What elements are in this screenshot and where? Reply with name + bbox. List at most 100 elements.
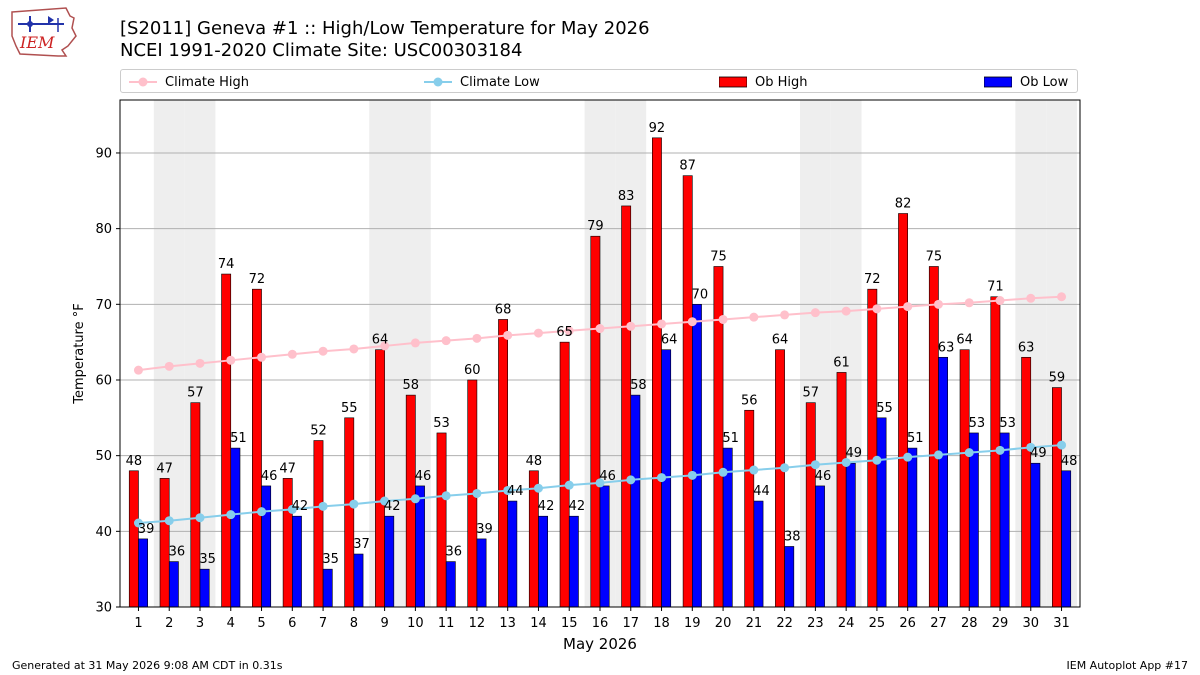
bar-ob-high — [652, 137, 662, 608]
climate-high-point — [533, 328, 543, 338]
climate-low-point — [841, 457, 851, 467]
climate-low-point — [287, 504, 297, 514]
ob-high-label: 53 — [433, 416, 450, 431]
climate-low-point — [472, 488, 482, 498]
ob-high-label: 74 — [218, 257, 235, 272]
bar-ob-high — [128, 470, 139, 608]
x-tick-label: 9 — [380, 616, 388, 631]
climate-low-swatch — [424, 77, 452, 87]
x-tick-label: 11 — [438, 616, 455, 631]
x-tick-label: 20 — [715, 616, 732, 631]
climate-high-point — [595, 324, 605, 334]
bar-ob-high — [159, 478, 170, 608]
bar-ob-low — [507, 500, 518, 608]
bar-ob-low — [907, 447, 918, 608]
bar-ob-high — [252, 288, 262, 608]
legend-label: Ob High — [755, 74, 808, 90]
legend-item-climate-high: Climate High — [129, 73, 249, 91]
climate-high-point — [657, 319, 667, 329]
ob-low-label: 39 — [138, 522, 155, 537]
ob-high-label: 82 — [895, 197, 912, 212]
bar-ob-high — [1021, 356, 1032, 608]
ob-high-label: 57 — [187, 386, 204, 401]
climate-low-point — [657, 473, 667, 483]
climate-low-point — [995, 445, 1005, 455]
ob-high-label: 79 — [587, 219, 604, 234]
x-tick-label: 22 — [776, 616, 793, 631]
bar-ob-high — [867, 288, 878, 608]
ob-high-label: 72 — [249, 272, 266, 287]
ob-low-label: 64 — [661, 333, 678, 348]
x-tick-label: 12 — [469, 616, 486, 631]
x-tick-label: 24 — [838, 616, 855, 631]
climate-low-point — [595, 478, 605, 488]
chart-title: [S2011] Geneva #1 :: High/Low Temperatur… — [120, 18, 650, 39]
climate-low-point — [226, 510, 236, 520]
x-axis-label: May 2026 — [563, 635, 637, 653]
x-tick-label: 25 — [869, 616, 886, 631]
ob-high-label: 63 — [1018, 340, 1035, 355]
climate-high-point — [349, 344, 359, 354]
ob-low-label: 51 — [230, 431, 247, 446]
ob-high-label: 71 — [987, 280, 1004, 295]
climate-low-point — [903, 452, 913, 462]
climate-high-point — [564, 326, 574, 336]
ob-high-label: 83 — [618, 189, 635, 204]
x-tick-label: 1 — [134, 616, 142, 631]
x-tick-label: 7 — [319, 616, 327, 631]
climate-low-point — [780, 463, 790, 473]
bar-ob-low — [1061, 470, 1072, 608]
ob-low-label: 44 — [507, 484, 524, 499]
bar-ob-low — [568, 515, 579, 608]
bar-ob-low — [292, 515, 302, 608]
ob-high-label: 75 — [926, 249, 943, 264]
climate-high-point — [964, 298, 974, 308]
climate-high-point — [164, 361, 174, 371]
x-tick-label: 19 — [684, 616, 701, 631]
bar-ob-low — [938, 356, 948, 608]
ob-low-label: 46 — [415, 469, 432, 484]
bar-ob-low — [876, 417, 887, 608]
bar-ob-high — [436, 432, 447, 608]
bar-ob-low — [968, 432, 979, 608]
x-tick-label: 17 — [622, 616, 639, 631]
bar-ob-high — [775, 349, 785, 608]
x-tick-label: 26 — [899, 616, 916, 631]
ob-low-label: 38 — [784, 529, 801, 544]
climate-high-point — [503, 330, 513, 340]
ob-high-label: 72 — [864, 272, 881, 287]
climate-low-point — [318, 501, 328, 511]
bar-ob-low — [845, 462, 856, 608]
climate-low-point — [441, 491, 451, 501]
bar-ob-high — [590, 235, 601, 608]
ob-low-label: 49 — [1030, 446, 1047, 461]
climate-low-point — [1026, 442, 1036, 452]
x-tick-label: 23 — [807, 616, 824, 631]
x-tick-label: 8 — [350, 616, 358, 631]
bar-ob-low — [445, 561, 456, 608]
footer-app: IEM Autoplot App #17 — [1066, 659, 1189, 672]
ob-low-label: 49 — [845, 446, 862, 461]
legend-label: Ob Low — [1020, 74, 1069, 90]
climate-high-point — [287, 349, 297, 359]
climate-high-point — [810, 308, 820, 318]
ob-high-label: 57 — [802, 386, 819, 401]
x-tick-label: 6 — [288, 616, 296, 631]
bar-ob-low — [630, 394, 641, 608]
climate-high-point — [318, 346, 328, 356]
climate-high-point — [687, 317, 697, 327]
ob-low-label: 42 — [538, 499, 555, 514]
ob-high-label: 58 — [402, 378, 419, 393]
x-tick-label: 21 — [746, 616, 763, 631]
ob-low-label: 46 — [261, 469, 278, 484]
climate-low-point — [1057, 440, 1067, 450]
ob-high-label: 64 — [956, 333, 973, 348]
climate-high-point — [472, 333, 482, 343]
bar-ob-low — [692, 304, 702, 608]
bar-ob-low — [384, 515, 395, 608]
climate-low-point — [349, 499, 359, 509]
y-axis-label: Temperature °F — [72, 303, 87, 404]
x-tick-label: 30 — [1022, 616, 1039, 631]
x-tick-label: 15 — [561, 616, 578, 631]
